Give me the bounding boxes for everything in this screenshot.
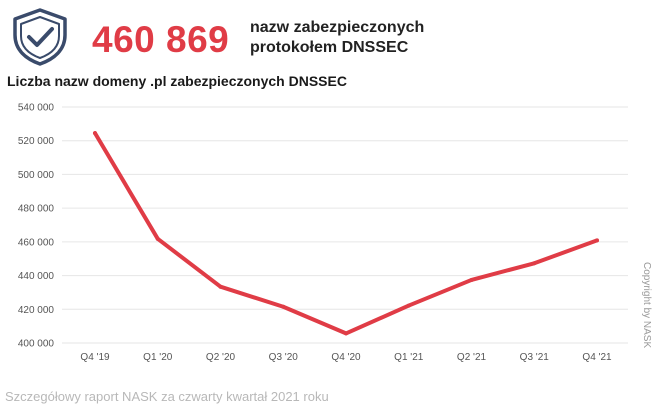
x-tick-label: Q4 '19: [80, 352, 110, 363]
x-tick-label: Q3 '21: [520, 352, 550, 363]
x-tick-label: Q2 '20: [206, 352, 236, 363]
data-point: [281, 304, 286, 309]
y-tick-label: 500 000: [18, 170, 55, 181]
x-tick-label: Q4 '21: [582, 352, 612, 363]
x-tick-label: Q4 '20: [331, 352, 361, 363]
y-tick-label: 460 000: [18, 237, 55, 248]
headline-line-1: nazw zabezpieczonych: [250, 19, 425, 36]
data-point: [469, 277, 474, 282]
headline: nazw zabezpieczonych protokołem DNSSEC: [250, 18, 424, 58]
chart-title: Liczba nazw domeny .pl zabezpieczonych D…: [7, 73, 347, 89]
y-tick-label: 400 000: [18, 339, 55, 350]
headline-line-2: protokołem DNSSEC: [250, 39, 409, 56]
y-tick-label: 540 000: [18, 103, 55, 114]
y-tick-label: 420 000: [18, 305, 55, 316]
y-tick-label: 520 000: [18, 136, 55, 147]
copyright-text: Copyright by NASK: [641, 262, 652, 349]
line-chart: 540 000 520 000 500 000 480 000 460 000 440 0…: [18, 103, 628, 363]
y-tick-label: 480 000: [18, 204, 55, 215]
data-point: [93, 131, 97, 136]
footer-text: Szczegółowy raport NASK za czwarty kwart…: [5, 389, 329, 404]
shield-check-icon: [13, 8, 67, 66]
data-point: [532, 261, 537, 266]
y-tick-label: 440 000: [18, 271, 55, 282]
data-point: [155, 236, 160, 241]
series-line: [93, 131, 599, 336]
x-tick-label: Q1 '20: [143, 352, 173, 363]
x-tick-label: Q1 '21: [394, 352, 424, 363]
header: 460 869 nazw zabezpieczonych protokołem …: [10, 8, 650, 66]
data-point: [218, 284, 223, 289]
data-point: [406, 303, 411, 308]
x-tick-label: Q2 '21: [457, 352, 487, 363]
data-point: [595, 238, 599, 243]
x-tick-label: Q3 '20: [269, 352, 299, 363]
big-number: 460 869: [92, 19, 230, 60]
data-point: [344, 331, 348, 336]
